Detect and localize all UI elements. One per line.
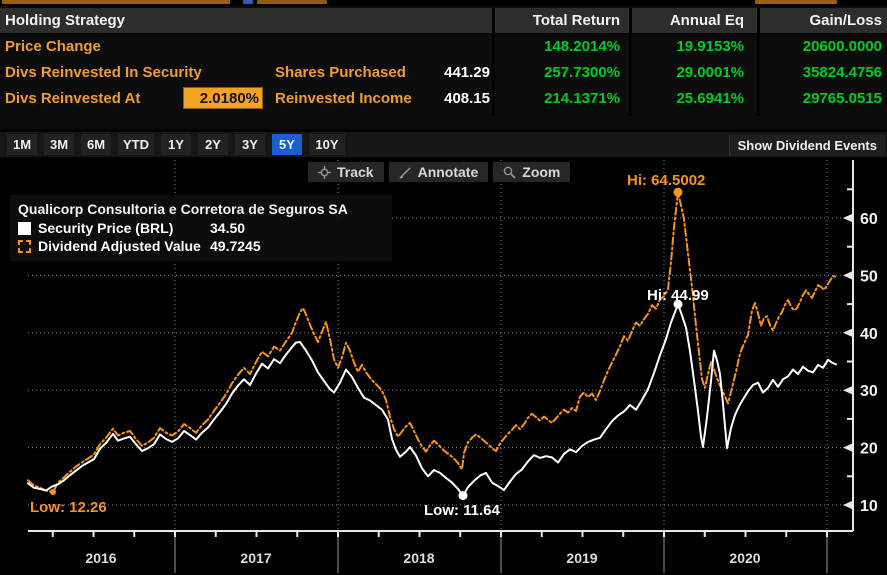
- annual-eq-value: 29.0001%: [676, 64, 744, 81]
- tab-6m[interactable]: 6M: [81, 134, 111, 155]
- annotate-button-label: Annotate: [417, 164, 479, 180]
- tab-2y[interactable]: 2Y: [198, 134, 228, 155]
- chart-legend: Qualicorp Consultoria e Corretora de Seg…: [10, 195, 392, 261]
- column-divider: [629, 8, 632, 116]
- svg-text:50: 50: [860, 268, 878, 285]
- legend-item-dividend-adjusted: Dividend Adjusted Value 49.7245: [18, 238, 384, 254]
- legend-label: Dividend Adjusted Value: [38, 238, 201, 254]
- total-return-value: 257.7300%: [544, 64, 620, 81]
- holding-strategy-table: Holding Strategy Total Return Annual Eq …: [0, 6, 887, 129]
- clipped-text-fragment: [2, 0, 230, 4]
- row-label: Price Change: [5, 38, 101, 55]
- tab-10y[interactable]: 10Y: [309, 134, 345, 155]
- zoom-button[interactable]: Zoom: [493, 162, 571, 182]
- gain-loss-value: 35824.4756: [802, 64, 882, 81]
- security-name: Qualicorp Consultoria e Corretora de Seg…: [18, 201, 348, 217]
- svg-text:Hi: 44.99: Hi: 44.99: [647, 287, 709, 304]
- white-solid-swatch-icon: [18, 221, 31, 235]
- reinvest-rate-input[interactable]: 2.0180%: [183, 87, 263, 109]
- annual-eq-value: 25.6941%: [676, 90, 744, 107]
- tab-5y[interactable]: 5Y: [272, 134, 302, 155]
- total-return-value: 214.1371%: [544, 90, 620, 107]
- svg-text:2018: 2018: [403, 550, 434, 566]
- column-header-gain-loss: Gain/Loss: [809, 12, 882, 29]
- clipped-text-fragment: [243, 0, 253, 4]
- chart-toolbar: Track Annotate Zoom: [308, 162, 571, 182]
- column-header-annual-eq: Annual Eq: [669, 12, 744, 29]
- track-button[interactable]: Track: [308, 162, 384, 182]
- svg-text:60: 60: [860, 211, 878, 228]
- svg-text:Low: 12.26: Low: 12.26: [30, 499, 107, 516]
- zoom-magnifier-icon: [504, 166, 516, 179]
- row-label: Divs Reinvested At: [5, 90, 141, 107]
- table-row-divs-reinvested-at: Divs Reinvested At 2.0180% Reinvested In…: [0, 86, 887, 112]
- zoom-button-label: Zoom: [522, 164, 561, 180]
- svg-text:10: 10: [860, 498, 878, 515]
- svg-text:2016: 2016: [85, 550, 116, 566]
- svg-text:30: 30: [860, 383, 878, 400]
- svg-text:20: 20: [860, 441, 878, 458]
- show-dividend-events-button[interactable]: Show Dividend Events: [728, 135, 885, 156]
- tab-3m[interactable]: 3M: [44, 134, 74, 155]
- shares-purchased-label: Shares Purchased: [275, 64, 406, 81]
- svg-text:2017: 2017: [240, 550, 271, 566]
- period-tab-bar: 1M 3M 6M YTD 1Y 2Y 3Y 5Y 10Y Show Divide…: [0, 130, 887, 157]
- tab-ytd[interactable]: YTD: [118, 134, 154, 155]
- legend-item-security-price: Security Price (BRL) 34.50: [18, 220, 384, 236]
- reinvested-income-value: 408.15: [444, 90, 490, 107]
- clipped-text-fragment: [755, 0, 837, 4]
- orange-dashed-swatch-icon: [18, 239, 31, 253]
- tab-1y[interactable]: 1Y: [161, 134, 191, 155]
- svg-text:2019: 2019: [566, 550, 597, 566]
- table-header-row: Holding Strategy Total Return Annual Eq …: [0, 8, 887, 34]
- table-row-divs-reinvested-security: Divs Reinvested In Security Shares Purch…: [0, 60, 887, 86]
- track-crosshair-icon: [318, 165, 331, 179]
- column-header-total-return: Total Return: [532, 12, 620, 29]
- gain-loss-value: 20600.0000: [802, 38, 882, 55]
- annual-eq-value: 19.9153%: [676, 38, 744, 55]
- svg-text:Hi: 64.5002: Hi: 64.5002: [627, 172, 705, 189]
- price-chart-area[interactable]: 10 20 30 40 50 60 2016 2017 2018 2019 2020 Hi: 64.5…: [0, 157, 887, 575]
- reinvested-income-label: Reinvested Income: [275, 90, 412, 107]
- annotate-button[interactable]: Annotate: [388, 162, 489, 182]
- legend-value: 49.7245: [210, 238, 261, 254]
- svg-text:2020: 2020: [729, 550, 760, 566]
- svg-text:40: 40: [860, 326, 878, 343]
- gain-loss-value: 29765.0515: [802, 90, 882, 107]
- svg-text:Low: 11.64: Low: 11.64: [424, 502, 501, 519]
- legend-label: Security Price (BRL): [38, 220, 174, 236]
- column-divider: [492, 8, 495, 116]
- clipped-text-fragment: [257, 0, 327, 4]
- legend-value: 34.50: [210, 220, 246, 236]
- tab-1m[interactable]: 1M: [7, 134, 37, 155]
- table-row-price-change: Price Change 148.2014% 19.9153% 20600.00…: [0, 34, 887, 60]
- table-title: Holding Strategy: [5, 12, 126, 29]
- column-divider: [757, 8, 760, 116]
- annotate-pencil-icon: [399, 167, 411, 179]
- track-button-label: Track: [337, 164, 374, 180]
- tab-3y[interactable]: 3Y: [235, 134, 265, 155]
- total-return-value: 148.2014%: [544, 38, 620, 55]
- shares-purchased-value: 441.29: [444, 64, 490, 81]
- row-label: Divs Reinvested In Security: [5, 64, 202, 81]
